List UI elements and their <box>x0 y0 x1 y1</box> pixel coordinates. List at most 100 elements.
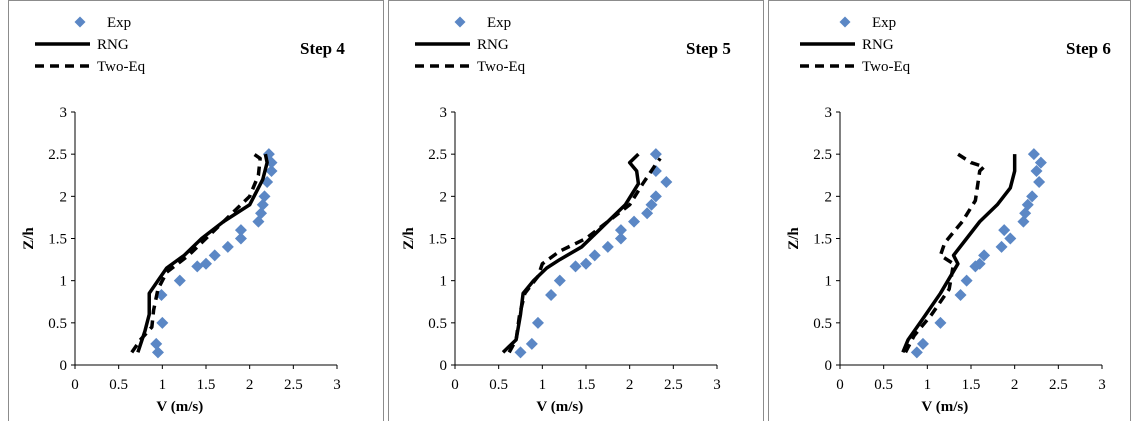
panel-border <box>768 0 1131 421</box>
data-point <box>150 337 163 350</box>
series-rng-line <box>901 154 1017 354</box>
data-point <box>588 249 601 262</box>
y-axis-title: Z/h <box>21 227 37 250</box>
y-tick-label: 3 <box>60 105 68 121</box>
x-axis-title: V (m/s) <box>921 399 968 415</box>
data-point <box>995 240 1008 253</box>
legend-exp-marker <box>839 16 851 28</box>
data-point <box>1017 215 1030 228</box>
x-tick-label: 2 <box>626 377 634 393</box>
x-tick-label: 2 <box>246 377 254 393</box>
legend-two-eq-label: Two-Eq <box>97 59 146 75</box>
legend: Exp RNG Two-Eq <box>800 15 911 75</box>
data-point <box>628 215 641 228</box>
x-tick-label: 1 <box>159 377 167 393</box>
y-tick-label: 3 <box>825 105 833 121</box>
data-point <box>569 260 582 273</box>
x-tick-label: 0.5 <box>109 377 128 393</box>
data-point <box>614 232 627 245</box>
y-tick-label: 0 <box>825 358 833 374</box>
y-tick-label: 1 <box>825 274 833 290</box>
series-exp <box>910 148 1047 359</box>
series-two-eq-line <box>130 152 262 354</box>
x-tick-label: 3 <box>713 377 721 393</box>
x-tick-label: 3 <box>1098 377 1106 393</box>
legend-exp-label: Exp <box>107 15 131 31</box>
data-point <box>1033 175 1046 188</box>
y-tick-label: 2.5 <box>428 147 447 163</box>
y-tick-label: 2.5 <box>813 147 832 163</box>
chart-step-4: Step 4 Exp RNG Two-Eq 0 0.5 1 1.5 2 2.5 3 0 0.5 1 1.5 2… <box>8 0 384 421</box>
panel-border <box>388 0 764 421</box>
data-point <box>255 207 268 220</box>
y-tick-label: 0 <box>440 358 448 374</box>
x-tick-label: 0 <box>71 377 79 393</box>
y-tick-label: 0 <box>60 358 68 374</box>
x-tick-label: 0 <box>836 377 844 393</box>
legend-exp-label: Exp <box>487 15 511 31</box>
y-tick-label: 2 <box>440 189 448 205</box>
x-tick-label: 1.5 <box>197 377 216 393</box>
data-point <box>1027 148 1040 161</box>
y-tick-label: 2.5 <box>48 147 67 163</box>
legend-exp-label: Exp <box>872 15 896 31</box>
data-point <box>208 249 221 262</box>
data-point <box>960 274 973 287</box>
data-point <box>156 316 169 329</box>
data-point <box>934 316 947 329</box>
data-point <box>1034 156 1047 169</box>
data-point <box>553 274 566 287</box>
series-two-eq-line <box>507 157 662 354</box>
data-point <box>545 289 558 302</box>
panel-border <box>8 0 384 421</box>
data-point <box>649 190 662 203</box>
chart-step-5: Step 5 Exp RNG Two-Eq 0 0.5 1 1.5 2 2.5 3 0 0.5 1 1.5 2… <box>388 0 764 421</box>
y-tick-label: 1.5 <box>813 232 832 248</box>
legend-rng-label: RNG <box>97 37 129 53</box>
legend-rng-label: RNG <box>862 37 894 53</box>
data-point <box>954 289 967 302</box>
series-rng-line <box>501 152 641 354</box>
series-exp <box>514 148 673 359</box>
data-point <box>191 260 204 273</box>
y-axis-title: Z/h <box>786 227 802 250</box>
data-point <box>525 337 538 350</box>
x-tick-label: 2.5 <box>284 377 303 393</box>
data-point <box>234 224 247 237</box>
data-point <box>580 257 592 270</box>
data-point <box>514 346 527 359</box>
legend-exp-marker <box>454 16 466 28</box>
y-tick-label: 1.5 <box>48 232 67 248</box>
data-point <box>614 224 627 237</box>
data-point <box>645 198 658 211</box>
data-point <box>978 249 991 262</box>
data-point <box>973 257 986 270</box>
x-tick-label: 0 <box>451 377 459 393</box>
x-tick-label: 3 <box>333 377 341 393</box>
data-point <box>998 224 1011 237</box>
data-point <box>601 240 614 253</box>
chart-title: Step 5 <box>686 39 731 58</box>
data-point <box>1026 190 1039 203</box>
x-tick-label: 2.5 <box>664 377 683 393</box>
x-tick-label: 0.5 <box>874 377 893 393</box>
data-point <box>221 240 234 253</box>
chart-title: Step 4 <box>300 39 345 58</box>
x-tick-label: 0.5 <box>489 377 508 393</box>
data-point <box>649 148 662 161</box>
data-point <box>256 198 269 211</box>
y-tick-label: 3 <box>440 105 448 121</box>
y-tick-label: 1 <box>440 274 448 290</box>
x-tick-label: 2 <box>1011 377 1019 393</box>
series-exp <box>150 148 278 359</box>
y-tick-label: 2 <box>60 189 68 205</box>
y-tick-label: 1 <box>60 274 68 290</box>
legend-exp-marker <box>74 16 86 28</box>
x-tick-label: 1 <box>539 377 547 393</box>
y-tick-label: 2 <box>825 189 833 205</box>
x-tick-label: 2.5 <box>1049 377 1068 393</box>
x-tick-label: 1.5 <box>962 377 981 393</box>
data-point <box>660 175 673 188</box>
data-point <box>910 346 923 359</box>
series-rng-line <box>136 153 269 353</box>
